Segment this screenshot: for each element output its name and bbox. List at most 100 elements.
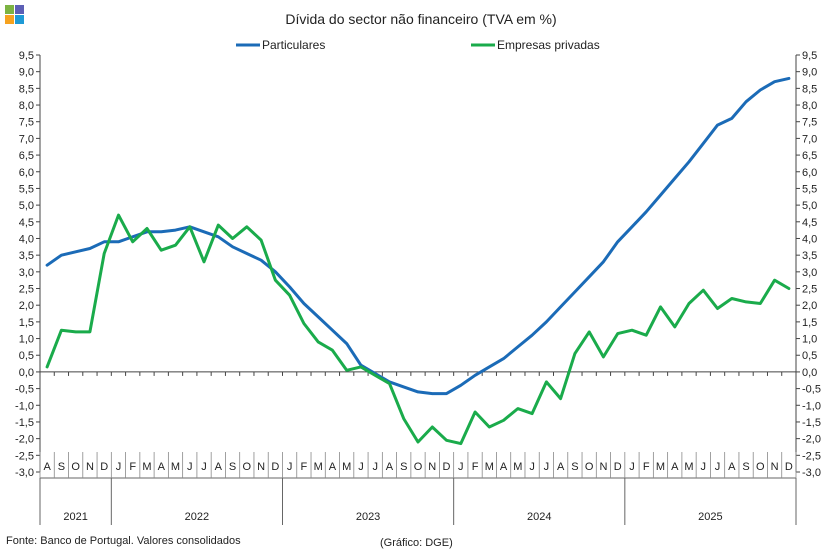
y-tick-label-left: 8,5: [19, 83, 34, 95]
x-tick-label: J: [287, 461, 293, 473]
x-tick-label: A: [158, 461, 166, 473]
year-label: 2021: [63, 511, 87, 523]
y-tick-label-left: -1,0: [15, 400, 34, 412]
logo-square: [15, 5, 24, 14]
credit-note: (Gráfico: DGE): [380, 537, 453, 549]
y-tick-label-right: 4,5: [802, 217, 817, 229]
x-tick-label: A: [671, 461, 679, 473]
x-tick-label: F: [301, 461, 308, 473]
x-tick-label: A: [215, 461, 223, 473]
logo-square: [5, 15, 14, 24]
x-tick-label: S: [742, 461, 749, 473]
y-tick-label-right: 8,5: [802, 83, 817, 95]
y-tick-label-left: 1,5: [19, 317, 34, 329]
y-tick-label-left: 2,0: [19, 300, 34, 312]
series-line-empresas: [45, 213, 791, 446]
x-tick-label: J: [529, 461, 535, 473]
x-tick-label: N: [428, 461, 436, 473]
y-tick-label-right: 7,5: [802, 117, 817, 129]
x-tick-label: A: [43, 461, 51, 473]
x-tick-label: S: [58, 461, 65, 473]
y-tick-label-left: 4,5: [19, 217, 34, 229]
y-tick-label-left: 5,0: [19, 200, 34, 212]
y-tick-label-right: 9,5: [802, 50, 817, 62]
x-tick-label: M: [485, 461, 494, 473]
x-tick-label: J: [372, 461, 378, 473]
x-tick-label: M: [314, 461, 323, 473]
series-line-particulares: [45, 76, 791, 396]
y-tick-label-right: 4,0: [802, 233, 817, 245]
y-tick-label-right: 3,5: [802, 250, 817, 262]
x-tick-label: J: [458, 461, 464, 473]
x-tick-label: D: [271, 461, 279, 473]
x-tick-label: A: [500, 461, 508, 473]
x-tick-label: J: [116, 461, 122, 473]
y-tick-label-left: 2,5: [19, 284, 34, 296]
legend: Particulares Empresas privadas: [236, 38, 600, 52]
x-tick-label: J: [715, 461, 721, 473]
y-tick-label-left: 4,0: [19, 233, 34, 245]
x-tick-label: A: [557, 461, 565, 473]
year-label: 2024: [527, 511, 551, 523]
y-tick-label-right: -2,0: [802, 434, 821, 446]
y-tick-label-left: 6,5: [19, 150, 34, 162]
x-tick-label: D: [100, 461, 108, 473]
chart-title: Dívida do sector não financeiro (TVA em …: [285, 11, 556, 27]
x-tick-label: N: [771, 461, 779, 473]
x-tick-label: F: [472, 461, 479, 473]
y-tick-label-right: 5,5: [802, 183, 817, 195]
x-tick-label: F: [643, 461, 650, 473]
axes: 9,5 9,5 9,0 9,0 8,5 8,5 8,0 8,0 7,5 7,5 7,0 7,0 6,5 6…: [15, 50, 821, 525]
y-tick-label-left: 7,5: [19, 117, 34, 129]
y-tick-label-right: 3,0: [802, 267, 817, 279]
y-tick-label-left: -2,0: [15, 434, 34, 446]
x-tick-label: M: [342, 461, 351, 473]
y-tick-label-left: 3,5: [19, 250, 34, 262]
x-tick-label: J: [701, 461, 707, 473]
year-label: 2022: [185, 511, 209, 523]
y-tick-label-right: -1,5: [802, 417, 821, 429]
y-tick-label-right: 0,0: [802, 367, 817, 379]
y-tick-label-right: 6,5: [802, 150, 817, 162]
logo-icon: [5, 5, 25, 25]
y-tick-label-left: -2,5: [15, 450, 34, 462]
y-tick-label-left: 8,0: [19, 100, 34, 112]
legend-label-particulares: Particulares: [262, 38, 325, 52]
y-tick-label-left: -3,0: [15, 467, 34, 479]
y-tick-label-left: 5,5: [19, 183, 34, 195]
x-tick-label: D: [614, 461, 622, 473]
x-tick-label: F: [129, 461, 136, 473]
y-tick-label-right: -0,5: [802, 384, 821, 396]
y-tick-label-left: 9,5: [19, 50, 34, 62]
x-tick-label: S: [571, 461, 578, 473]
x-tick-label: J: [187, 461, 193, 473]
x-tick-label: M: [684, 461, 693, 473]
x-tick-label: J: [201, 461, 207, 473]
x-tick-label: O: [585, 461, 594, 473]
x-tick-label: J: [629, 461, 635, 473]
series-lines: [45, 76, 791, 446]
y-tick-label-left: 0,5: [19, 350, 34, 362]
y-tick-label-right: 6,0: [802, 167, 817, 179]
x-tick-label: N: [599, 461, 607, 473]
x-tick-label: O: [243, 461, 252, 473]
x-tick-label: M: [171, 461, 180, 473]
x-tick-label: O: [756, 461, 765, 473]
y-tick-label-left: 6,0: [19, 167, 34, 179]
x-tick-label: M: [656, 461, 665, 473]
x-tick-label: J: [544, 461, 550, 473]
x-tick-label: S: [400, 461, 407, 473]
y-tick-label-left: 3,0: [19, 267, 34, 279]
legend-label-empresas: Empresas privadas: [497, 38, 600, 52]
y-tick-label-left: 7,0: [19, 133, 34, 145]
y-tick-label-left: 0,0: [19, 367, 34, 379]
x-tick-label: N: [86, 461, 94, 473]
logo-square: [5, 5, 14, 14]
y-tick-label-right: 5,0: [802, 200, 817, 212]
y-tick-label-right: 1,5: [802, 317, 817, 329]
x-tick-label: M: [513, 461, 522, 473]
x-tick-label: S: [229, 461, 236, 473]
x-tick-label: A: [728, 461, 736, 473]
x-tick-label: A: [386, 461, 394, 473]
